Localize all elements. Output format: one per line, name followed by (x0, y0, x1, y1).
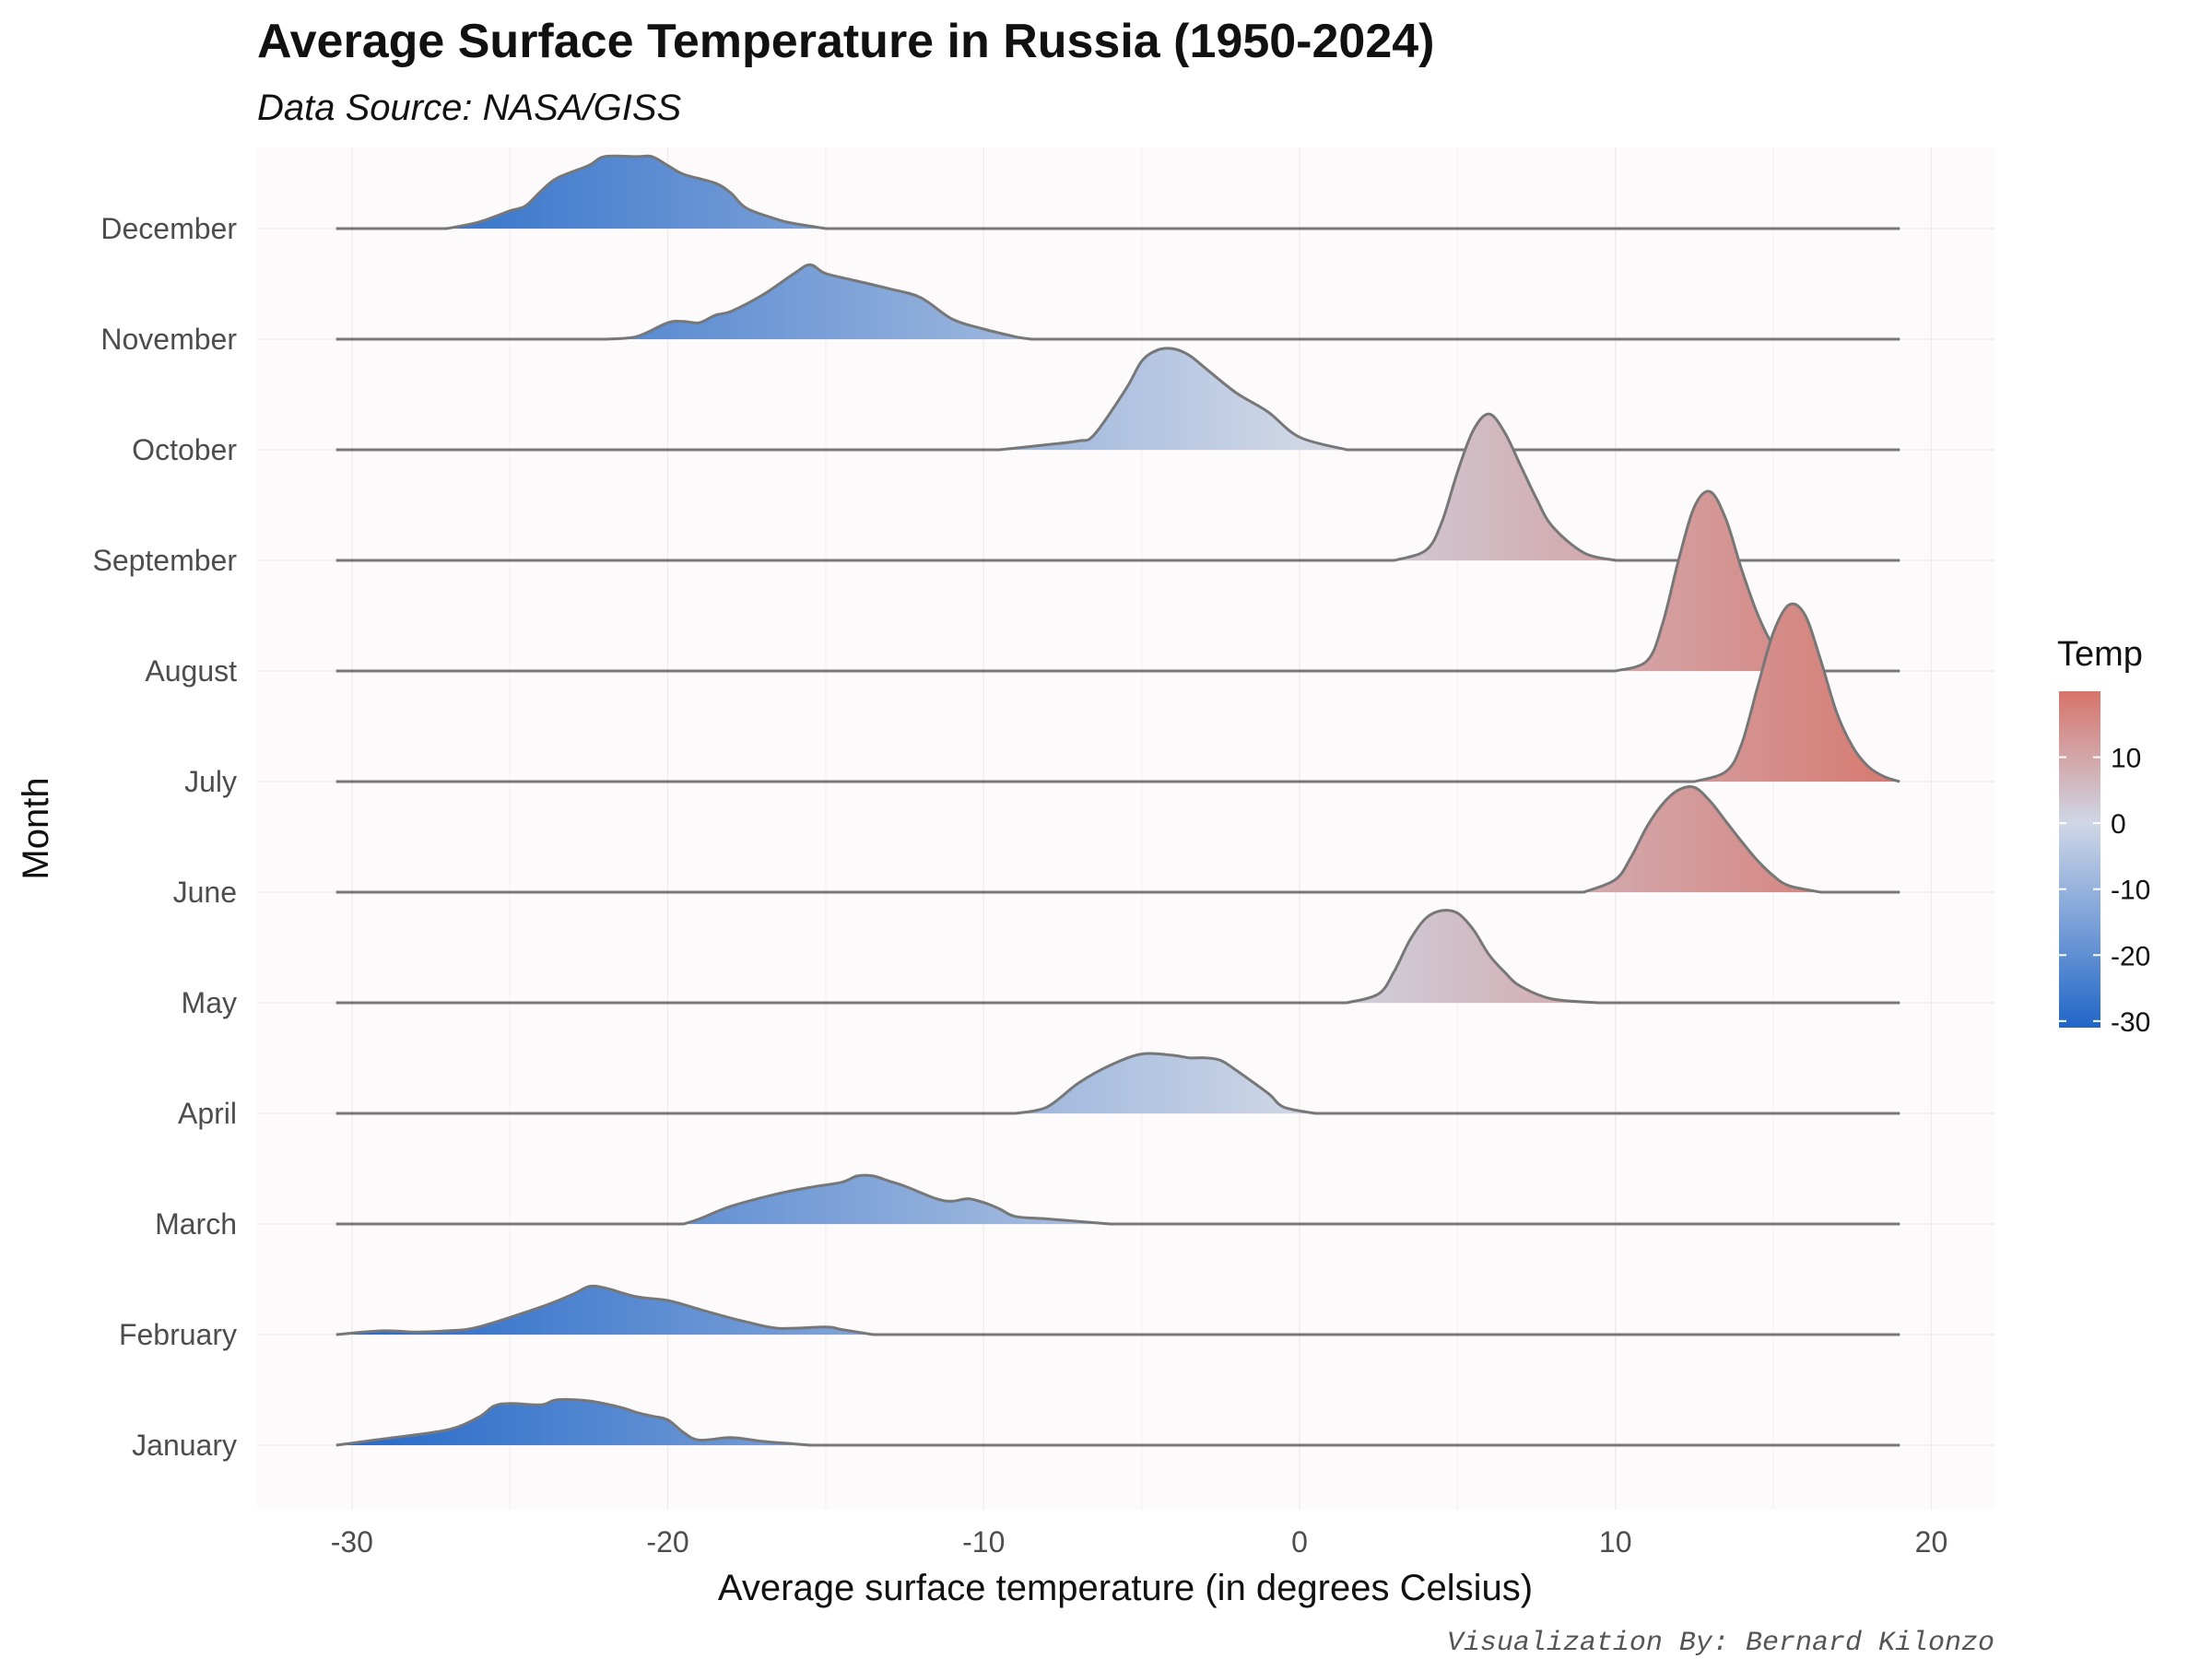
ridge-area (1394, 414, 1616, 560)
y-tick-label: July (184, 765, 237, 798)
ridge-area (1347, 910, 1600, 1003)
x-tick-label: 10 (1599, 1525, 1632, 1559)
ridge-outline (335, 154, 1900, 230)
x-tick-label: -10 (962, 1525, 1005, 1559)
ridge-outline (335, 1284, 1900, 1336)
y-tick-label: January (132, 1429, 237, 1462)
y-tick-label: September (92, 544, 237, 577)
y-tick-label: March (155, 1207, 237, 1241)
legend: Temp 10 0 -10 -20 -30 (2057, 635, 2150, 1038)
legend-label: 10 (2111, 744, 2141, 774)
ridge-area (446, 156, 826, 229)
chart-title: Average Surface Temperature in Russia (1… (257, 15, 1434, 68)
x-tick-label: 20 (1915, 1525, 1948, 1559)
legend-label: -10 (2111, 876, 2150, 906)
ridge-area (335, 1399, 810, 1445)
ridges (335, 154, 1900, 1447)
y-axis-title: Month (16, 777, 56, 879)
y-tick-label: May (182, 986, 237, 1019)
ridge-march (335, 1173, 1900, 1226)
chart-subtitle: Data Source: NASA/GISS (257, 88, 682, 128)
y-tick-label: October (132, 433, 237, 466)
ridge-february (335, 1284, 1900, 1336)
x-tick-label: 0 (1291, 1525, 1308, 1559)
ridge-area (1694, 604, 1900, 782)
y-tick-label: April (178, 1097, 237, 1130)
y-tick-label: August (145, 654, 237, 688)
ridge-outline (335, 347, 1900, 452)
ridge-area (335, 1286, 874, 1335)
ridge-area (605, 265, 1031, 339)
ridge-outline (335, 412, 1900, 562)
ridge-area (1015, 1053, 1316, 1113)
ridge-january (335, 1397, 1900, 1447)
y-tick-label: November (100, 323, 237, 356)
x-axis-title: Average surface temperature (in degrees … (718, 1568, 1533, 1608)
ridge-area (999, 347, 1347, 450)
ridge-december (335, 154, 1900, 230)
legend-label: -20 (2111, 941, 2150, 971)
legend-ticks: 10 0 -10 -20 -30 (2059, 744, 2150, 1038)
legend-colorbar (2059, 691, 2100, 1028)
ridge-outline (335, 1052, 1900, 1115)
ridge-outline (335, 784, 1900, 894)
ridge-june (335, 784, 1900, 894)
ridge-outline (335, 1397, 1900, 1447)
legend-label: 0 (2111, 809, 2126, 840)
ridge-outline (335, 602, 1900, 783)
y-axis-ticks: January February March April May June July Augu… (92, 212, 237, 1462)
ridge-outline (335, 263, 1900, 341)
y-tick-label: February (119, 1318, 237, 1351)
x-tick-label: -20 (646, 1525, 688, 1559)
ridge-july (335, 602, 1900, 783)
ridge-october (335, 347, 1900, 452)
y-tick-label: June (173, 876, 237, 909)
ridge-may (335, 909, 1900, 1005)
y-tick-label: December (100, 212, 237, 245)
legend-label: -30 (2111, 1007, 2150, 1038)
ridge-outline (335, 909, 1900, 1005)
legend-title: Temp (2057, 635, 2143, 674)
x-axis-ticks: -30 -20 -10 0 10 20 (331, 1525, 1948, 1559)
ridge-outline (335, 1173, 1900, 1226)
ridge-september (335, 412, 1900, 562)
ridge-november (335, 263, 1900, 341)
x-tick-label: -30 (331, 1525, 373, 1559)
caption: Visualization By: Bernard Kilonzo (1447, 1628, 1994, 1659)
ridge-april (335, 1052, 1900, 1115)
plot-panel (257, 147, 1994, 1510)
